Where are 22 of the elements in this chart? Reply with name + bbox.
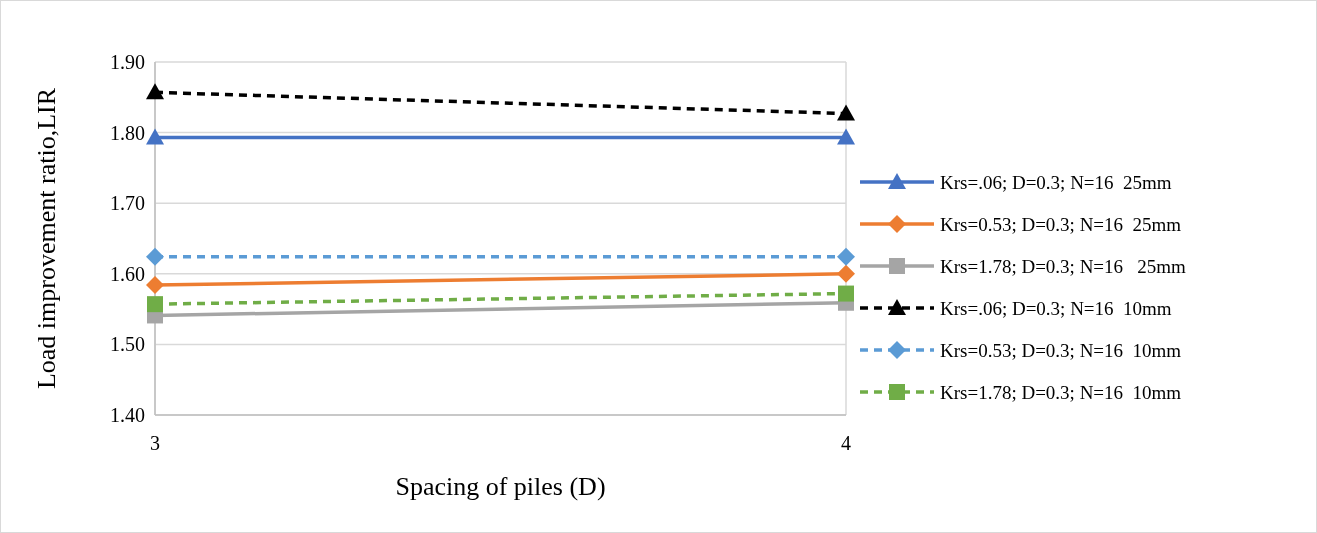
y-tick-label: 1.50 [110, 333, 145, 356]
point [146, 247, 164, 266]
legend-label: Krs=1.78; D=0.3; N=16 10mm [940, 381, 1182, 403]
legend-label: Krs=.06; D=0.3; N=16 10mm [940, 297, 1172, 319]
x-tick-label: 4 [841, 432, 851, 454]
y-tick-label: 1.90 [110, 51, 145, 73]
y-tick-label: 1.40 [110, 404, 145, 426]
point [837, 247, 855, 266]
x-tick-label: 3 [150, 432, 160, 454]
y-axis-title: Load improvement ratio,LIR [32, 87, 61, 390]
legend-label: Krs=0.53; D=0.3; N=16 10mm [940, 339, 1182, 361]
legend-label: Krs=1.78; D=0.3; N=16 25mm [940, 255, 1187, 277]
legend-label: Krs=0.53; D=0.3; N=16 25mm [940, 213, 1182, 235]
y-tick-label: 1.80 [110, 121, 145, 144]
legend-label: Krs=.06; D=0.3; N=16 25mm [940, 171, 1172, 193]
point [146, 276, 164, 295]
y-tick-label: 1.60 [110, 262, 145, 285]
point [838, 285, 854, 302]
y-tick-label: 1.70 [110, 192, 145, 215]
point [147, 296, 163, 313]
x-axis-title: Spacing of piles (D) [395, 472, 606, 501]
point [837, 264, 855, 283]
